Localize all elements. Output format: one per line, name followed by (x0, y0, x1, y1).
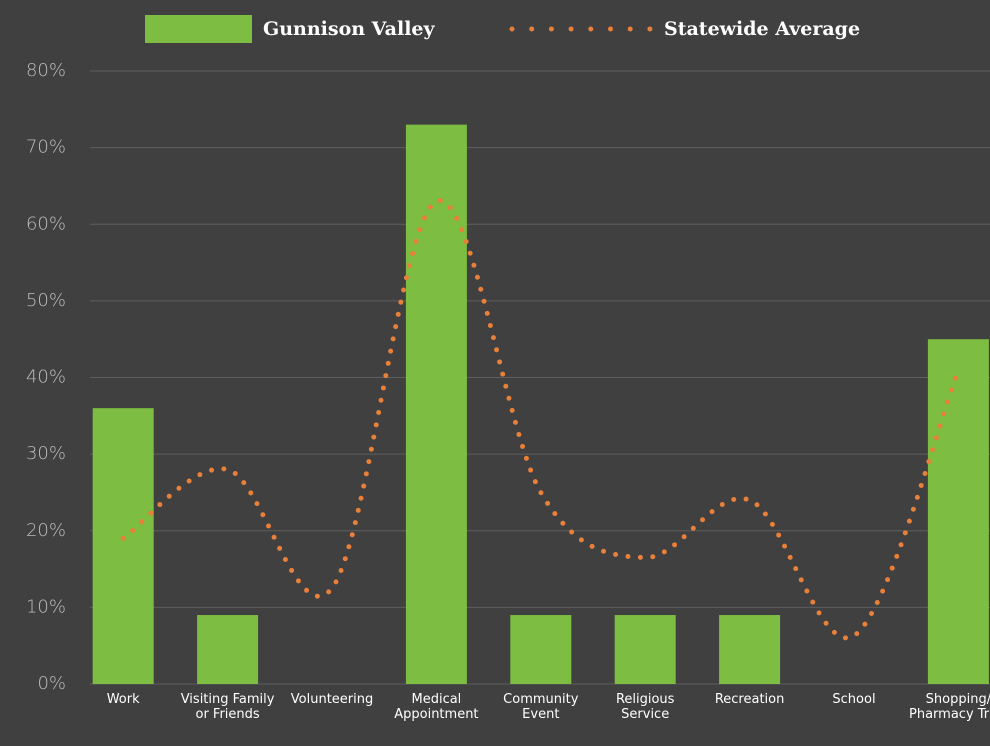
y-tick-label: 50% (26, 290, 66, 311)
line (120, 198, 961, 641)
x-tick-label: Religious Service (615, 692, 675, 722)
y-tick-label: 60% (26, 213, 66, 234)
y-tick-label: 80% (26, 60, 66, 81)
y-tick-label: 10% (26, 596, 66, 617)
x-tick-label: Recreation (714, 692, 785, 707)
y-tick-label: 30% (26, 443, 66, 464)
legend-label: Gunnison Valley (263, 18, 436, 40)
bar (197, 615, 259, 684)
legend-label: Statewide Average (664, 18, 860, 40)
bar (510, 615, 572, 684)
x-tick-label: School (832, 692, 876, 707)
y-tick-label: 0% (37, 673, 66, 694)
y-tick-label: 70% (26, 137, 66, 158)
bar (405, 124, 467, 684)
x-tick-label: Volunteering (290, 692, 374, 707)
legend-swatch (145, 15, 252, 43)
y-tick-label: 40% (26, 367, 66, 388)
x-tick-label: Shopping/ Pharmacy Trips (909, 692, 990, 722)
x-tick-label: Community Event (503, 692, 579, 722)
bar (92, 408, 154, 684)
y-tick-label: 20% (26, 520, 66, 541)
bar (927, 339, 989, 684)
bar (719, 615, 781, 684)
x-tick-label: Work (106, 692, 140, 707)
x-tick-label: Medical Appointment (394, 692, 479, 722)
bar (614, 615, 676, 684)
x-tick-label: Visiting Family or Friends (180, 692, 275, 722)
